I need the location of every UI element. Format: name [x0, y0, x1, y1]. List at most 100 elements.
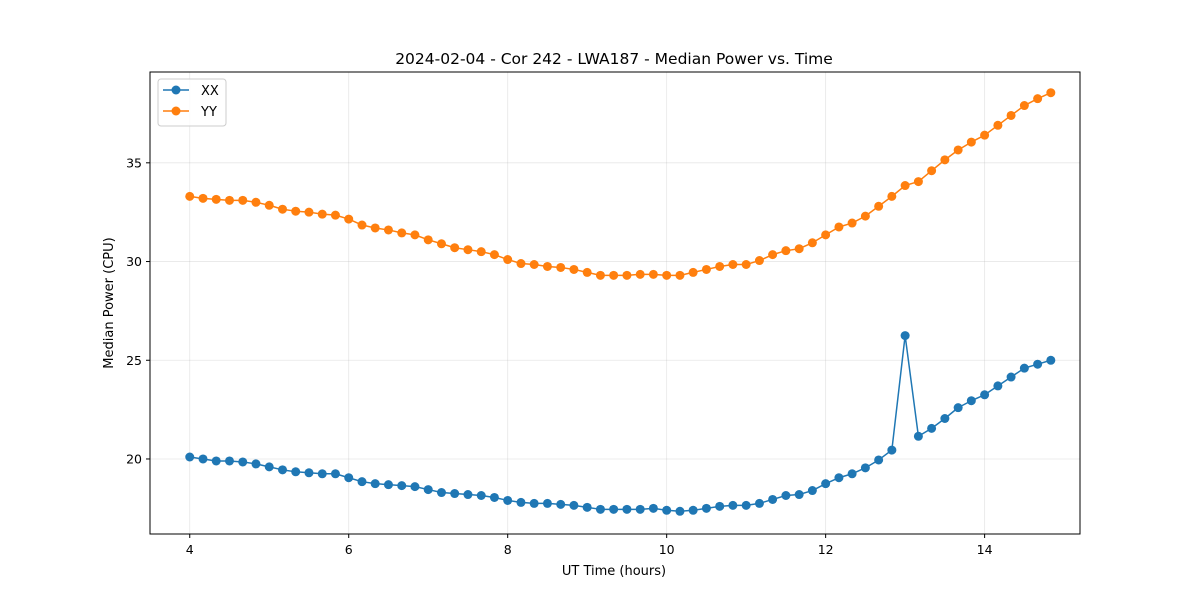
data-point-xx — [291, 467, 301, 477]
data-point-xx — [397, 481, 407, 491]
data-point-xx — [370, 479, 380, 489]
data-point-yy — [927, 166, 937, 176]
data-point-yy — [330, 210, 340, 220]
data-point-xx — [450, 489, 460, 499]
data-point-yy — [980, 130, 990, 140]
data-point-yy — [715, 261, 725, 271]
data-point-xx — [278, 465, 288, 475]
data-point-xx — [794, 490, 804, 500]
data-point-yy — [874, 201, 884, 211]
data-point-xx — [383, 480, 393, 490]
data-point-yy — [754, 256, 764, 266]
data-point-xx — [688, 505, 698, 515]
data-point-xx — [185, 452, 195, 462]
data-point-xx — [238, 457, 248, 467]
x-tick-label: 6 — [345, 542, 353, 557]
data-point-yy — [966, 137, 976, 147]
data-point-yy — [662, 270, 672, 280]
data-point-xx — [874, 455, 884, 465]
data-point-xx — [648, 503, 658, 513]
data-point-xx — [1033, 359, 1043, 369]
data-point-yy — [648, 269, 658, 279]
data-point-xx — [980, 390, 990, 400]
data-point-yy — [781, 246, 791, 256]
series-xx — [185, 331, 1056, 516]
data-point-xx — [1046, 355, 1056, 365]
data-point-xx — [807, 486, 817, 496]
chart-title: 2024-02-04 - Cor 242 - LWA187 - Median P… — [395, 50, 833, 68]
data-point-xx — [701, 503, 711, 513]
data-point-xx — [860, 463, 870, 473]
data-point-xx — [556, 499, 566, 509]
data-point-yy — [993, 120, 1003, 130]
data-point-yy — [794, 244, 804, 254]
data-point-xx — [900, 331, 910, 341]
data-point-xx — [768, 494, 778, 504]
data-point-yy — [503, 255, 513, 265]
data-point-yy — [357, 220, 367, 230]
data-point-yy — [476, 247, 486, 257]
data-point-xx — [609, 504, 619, 514]
data-point-yy — [556, 262, 566, 272]
data-point-yy — [436, 239, 446, 249]
data-point-xx — [1006, 372, 1016, 382]
legend-label-xx: XX — [201, 84, 219, 99]
data-point-xx — [542, 498, 552, 508]
data-point-xx — [317, 469, 327, 479]
data-point-yy — [423, 235, 433, 245]
x-tick-label: 8 — [504, 542, 512, 557]
data-point-yy — [728, 260, 738, 269]
data-point-xx — [940, 414, 950, 423]
data-point-yy — [860, 211, 870, 221]
x-tick-label: 10 — [659, 542, 675, 557]
data-point-yy — [542, 261, 552, 271]
data-point-yy — [821, 230, 831, 240]
data-point-yy — [807, 238, 817, 248]
data-point-xx — [887, 445, 897, 455]
data-point-xx — [675, 506, 685, 516]
x-tick-label: 12 — [818, 542, 834, 557]
data-point-xx — [635, 504, 645, 514]
data-point-yy — [582, 267, 592, 277]
data-point-yy — [622, 270, 632, 280]
data-point-yy — [291, 206, 301, 216]
data-point-yy — [913, 177, 923, 187]
data-point-yy — [529, 260, 539, 269]
data-point-xx — [953, 403, 963, 413]
data-point-yy — [609, 270, 619, 280]
data-point-yy — [741, 260, 751, 269]
data-point-yy — [847, 218, 857, 228]
data-point-yy — [251, 197, 261, 207]
y-axis-label: Median Power (CPU) — [102, 237, 117, 368]
data-point-xx — [754, 498, 764, 508]
data-point-yy — [569, 264, 579, 274]
data-point-xx — [423, 485, 433, 495]
data-point-yy — [264, 200, 274, 210]
data-point-yy — [304, 207, 314, 217]
data-point-yy — [370, 223, 380, 233]
y-tick-label: 20 — [126, 451, 142, 466]
data-point-yy — [224, 195, 234, 205]
data-point-yy — [410, 230, 420, 240]
data-point-xx — [993, 381, 1003, 391]
data-point-yy — [1006, 110, 1016, 120]
data-point-xx — [582, 502, 592, 512]
data-point-xx — [516, 497, 526, 507]
data-point-xx — [569, 500, 579, 510]
data-point-xx — [529, 498, 539, 508]
series-layer — [185, 88, 1056, 516]
y-tick-label: 30 — [126, 254, 142, 269]
data-point-xx — [847, 469, 857, 479]
x-tick-label: 4 — [186, 542, 194, 557]
data-point-yy — [489, 250, 499, 260]
data-point-yy — [1033, 94, 1043, 104]
data-point-yy — [953, 145, 963, 155]
data-point-yy — [1046, 88, 1056, 98]
data-point-yy — [344, 214, 354, 224]
data-point-xx — [662, 505, 672, 515]
axes-frame — [149, 71, 1081, 535]
data-point-yy — [383, 225, 393, 235]
data-point-yy — [701, 264, 711, 274]
legend-entry-yy: YY — [163, 105, 217, 120]
y-tick-label: 35 — [126, 155, 142, 170]
